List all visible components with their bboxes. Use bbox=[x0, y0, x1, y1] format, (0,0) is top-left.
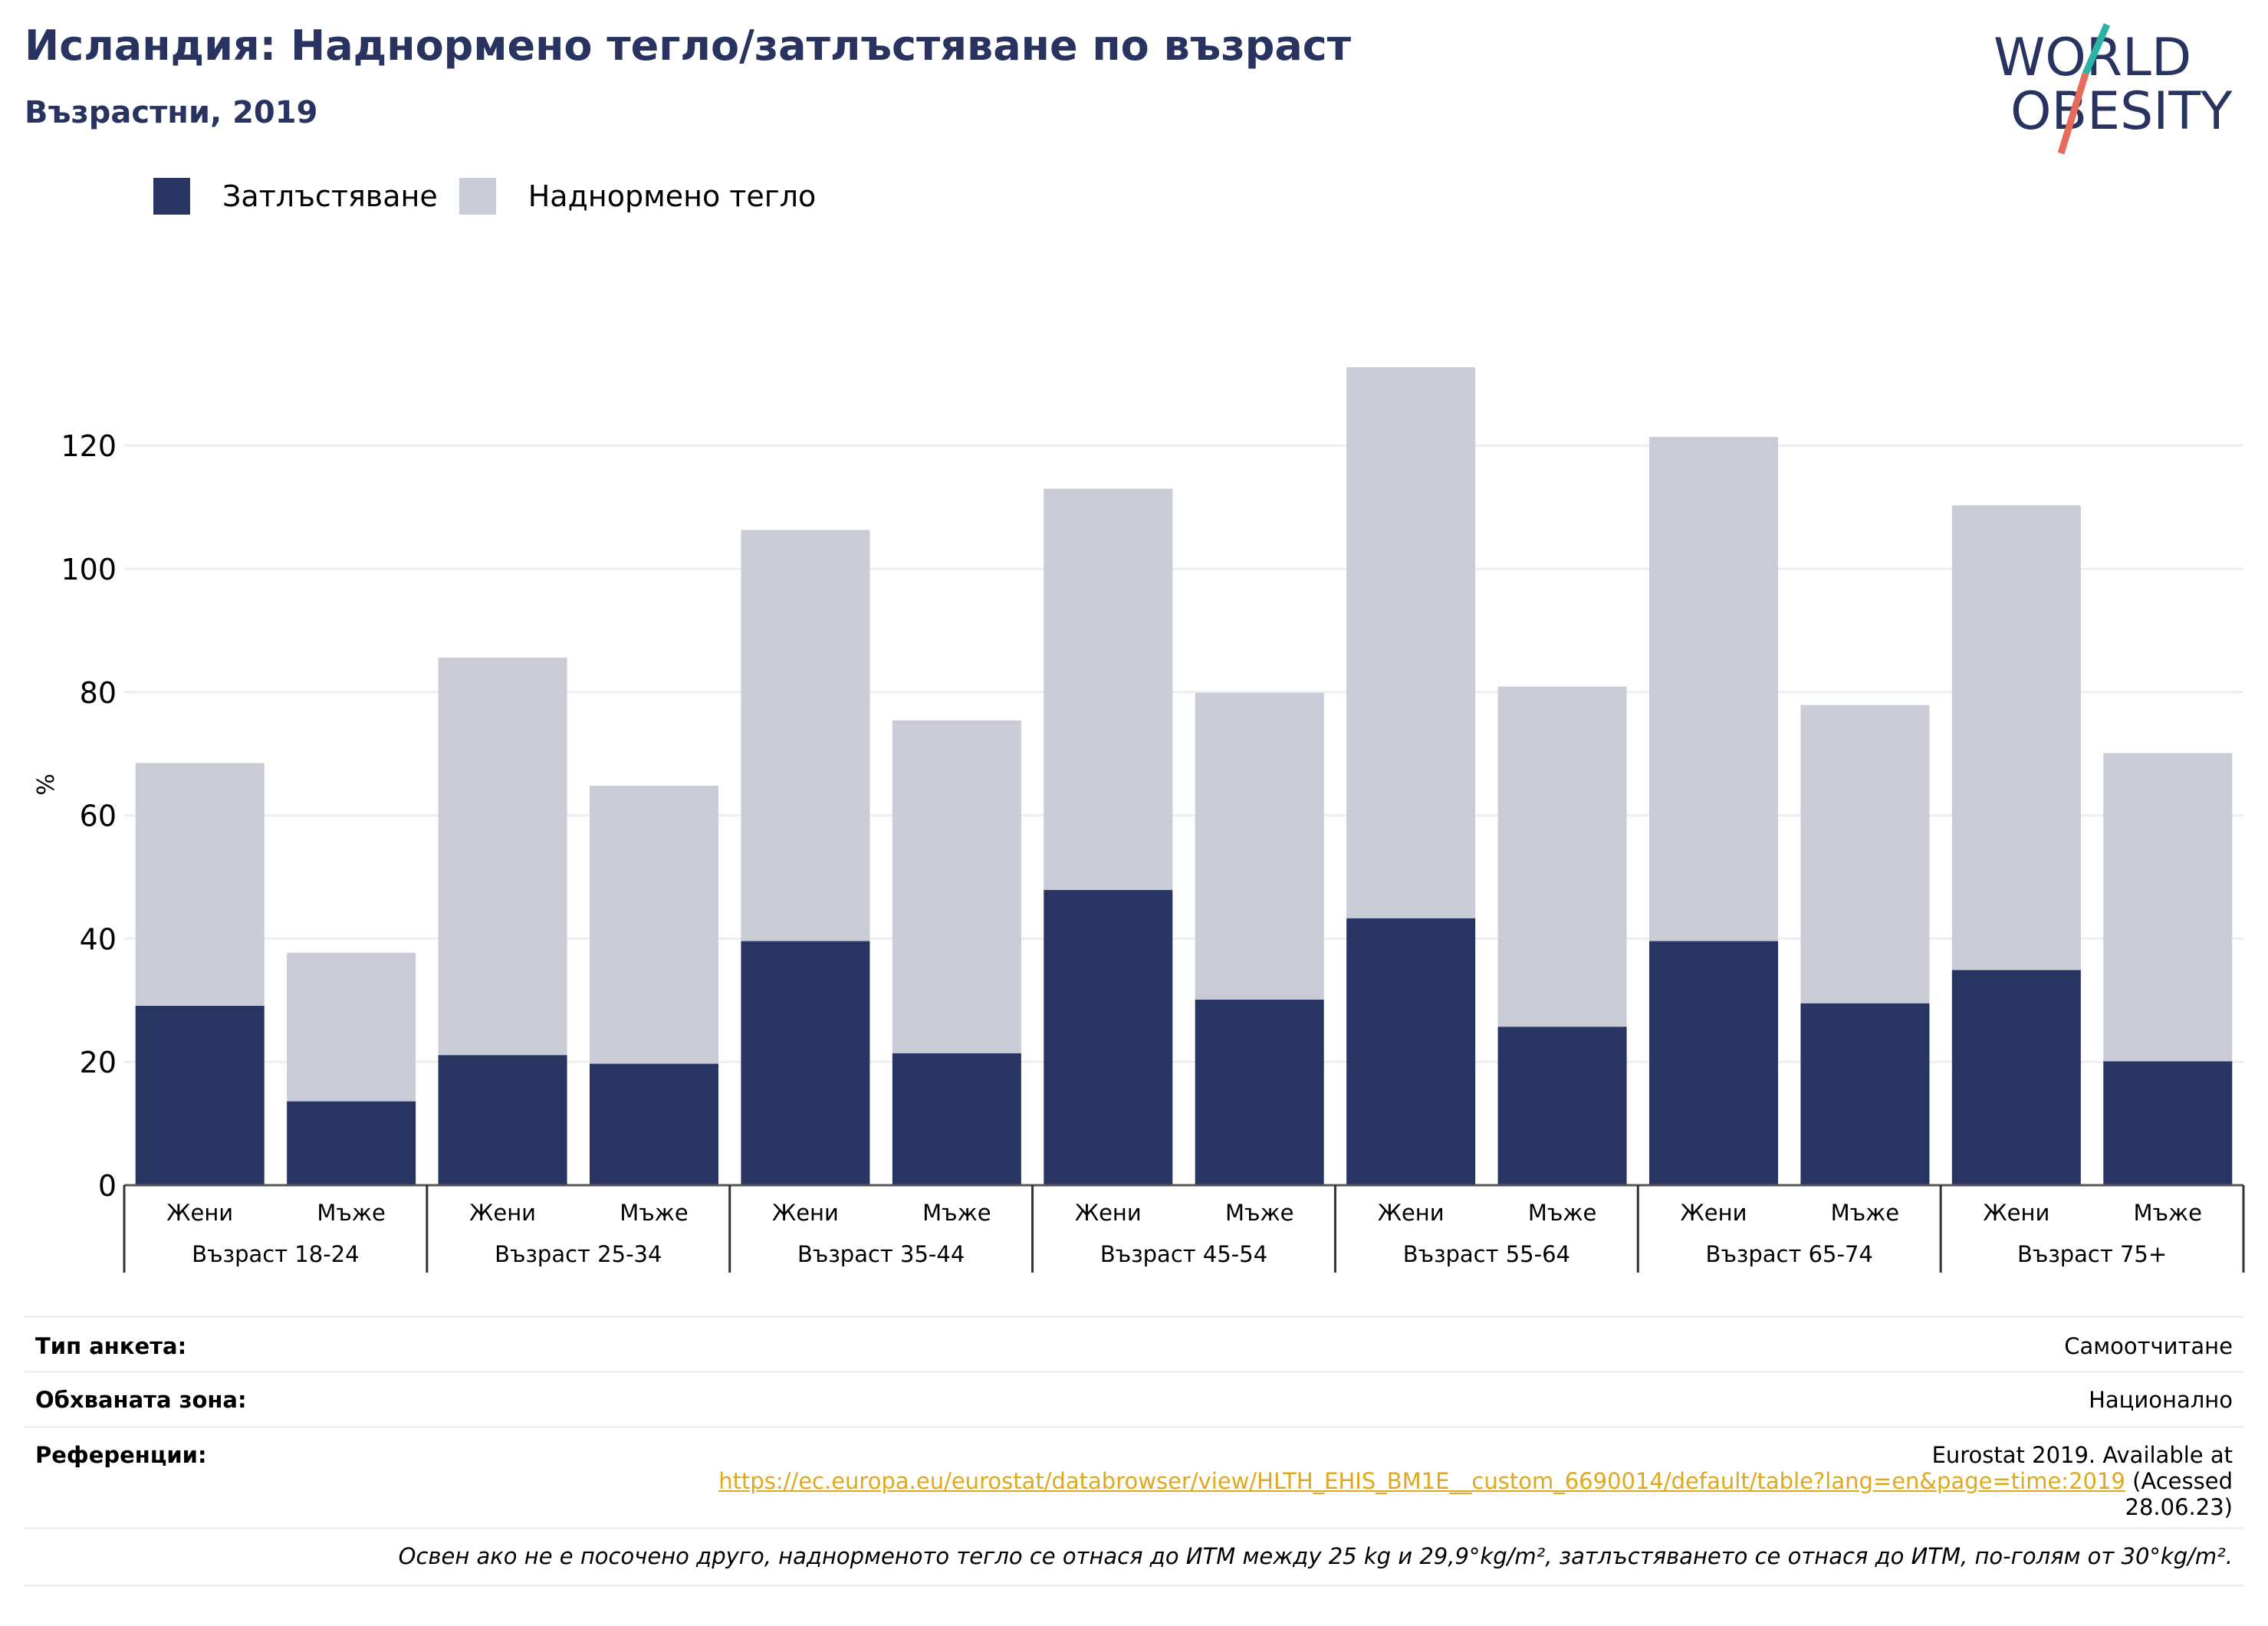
x-tick-label-sex: Мъже bbox=[922, 1200, 991, 1226]
x-group-label: Възраст 45-54 bbox=[1100, 1241, 1267, 1267]
coverage-area-value: Национално bbox=[2089, 1387, 2233, 1413]
x-tick-label-sex: Мъже bbox=[317, 1200, 385, 1226]
bar-overweight bbox=[741, 530, 870, 941]
y-tick-label: 100 bbox=[61, 553, 117, 586]
bar-obesity bbox=[741, 941, 870, 1185]
bar-overweight bbox=[892, 720, 1021, 1053]
bar-overweight bbox=[1800, 705, 1930, 1004]
legend-swatch-obesity bbox=[153, 178, 190, 215]
logo-text-obesity: OBESITY bbox=[2010, 81, 2233, 142]
bar-overweight bbox=[2103, 753, 2233, 1062]
bar-obesity bbox=[1649, 941, 1778, 1185]
chart-title: Исландия: Наднормено тегло/затлъстяване … bbox=[25, 21, 1352, 70]
info-table: Тип анкета: Самоотчитане Обхваната зона:… bbox=[25, 1316, 2243, 1592]
references-line-3: 28.06.23) bbox=[2125, 1494, 2233, 1520]
bmi-definition-note: Освен ако не е посочено друго, наднормен… bbox=[398, 1543, 2233, 1569]
bar-obesity bbox=[287, 1101, 416, 1185]
references-value: Eurostat 2019. Available at https://ec.e… bbox=[718, 1442, 2233, 1520]
bar-obesity bbox=[2103, 1061, 2233, 1185]
x-group-label: Възраст 65-74 bbox=[1706, 1241, 1873, 1267]
legend-label-obesity: Затлъстяване bbox=[222, 179, 438, 213]
x-tick-label-sex: Жени bbox=[1075, 1200, 1142, 1226]
y-tick-label: 20 bbox=[80, 1046, 117, 1079]
x-group-label: Възраст 35-44 bbox=[797, 1241, 965, 1267]
bar-overweight bbox=[438, 657, 567, 1056]
info-row-area: Обхваната зона: Национално bbox=[25, 1371, 2243, 1427]
survey-type-label: Тип анкета: bbox=[35, 1333, 187, 1359]
y-tick-label: 0 bbox=[98, 1169, 117, 1203]
bar-obesity bbox=[1497, 1027, 1627, 1185]
bar-obesity bbox=[1951, 970, 2081, 1185]
references-line-1: Eurostat 2019. Available at bbox=[1931, 1442, 2233, 1468]
bar-obesity bbox=[1044, 889, 1173, 1185]
info-row-note: Освен ако не е посочено друго, наднормен… bbox=[25, 1527, 2243, 1587]
bar-overweight bbox=[1497, 686, 1627, 1027]
x-tick-label-sex: Мъже bbox=[1225, 1200, 1293, 1226]
logo-slash-coral bbox=[2057, 72, 2089, 155]
info-row-survey: Тип анкета: Самоотчитане bbox=[25, 1316, 2243, 1371]
x-tick-label-sex: Мъже bbox=[620, 1200, 688, 1226]
info-row-references: Референции: Eurostat 2019. Available at … bbox=[25, 1426, 2243, 1528]
bar-overweight bbox=[590, 786, 718, 1064]
y-tick-label: 40 bbox=[80, 922, 117, 956]
bar-obesity bbox=[438, 1055, 567, 1185]
x-group-label: Възраст 25-34 bbox=[495, 1241, 662, 1267]
x-tick-label-sex: Жени bbox=[1681, 1200, 1747, 1226]
x-tick-label-sex: Мъже bbox=[2134, 1200, 2202, 1226]
legend-label-overweight: Наднормено тегло bbox=[528, 179, 817, 213]
bar-overweight bbox=[135, 763, 265, 1007]
bar-overweight bbox=[1951, 505, 2081, 971]
x-group-label: Възраст 55-64 bbox=[1403, 1241, 1570, 1267]
x-group-label: Възраст 75+ bbox=[2017, 1241, 2167, 1267]
y-tick-label: 60 bbox=[80, 800, 117, 833]
references-link[interactable]: https://ec.europa.eu/eurostat/databrowse… bbox=[718, 1468, 2125, 1494]
references-label: Референции: bbox=[35, 1442, 207, 1468]
world-obesity-logo: WORLD OBESITY bbox=[1994, 23, 2233, 155]
bar-obesity bbox=[135, 1006, 265, 1185]
bar-obesity bbox=[892, 1053, 1021, 1185]
x-tick-label-sex: Мъже bbox=[1528, 1200, 1596, 1226]
bar-overweight bbox=[1649, 436, 1778, 941]
stacked-bar-chart: 0 20 40 60 80 100 120% Жени Мъже Жени Мъже Жени Мъже… bbox=[33, 367, 2245, 1273]
coverage-area-label: Обхваната зона: bbox=[35, 1387, 247, 1413]
legend-swatch-overweight bbox=[459, 178, 496, 215]
x-tick-label-sex: Жени bbox=[1378, 1200, 1445, 1226]
bar-obesity bbox=[1800, 1003, 1930, 1185]
y-tick-label: 120 bbox=[61, 429, 117, 463]
bar-obesity bbox=[1346, 918, 1476, 1185]
x-tick-label-sex: Мъже bbox=[1831, 1200, 1899, 1226]
bar-overweight bbox=[1044, 488, 1173, 890]
bar-overweight bbox=[1346, 367, 1476, 918]
bar-overweight bbox=[287, 952, 416, 1102]
y-axis-label: % bbox=[33, 774, 60, 796]
x-tick-label-sex: Жени bbox=[772, 1200, 839, 1226]
chart-subtitle: Възрастни, 2019 bbox=[25, 95, 318, 130]
x-group-label: Възраст 18-24 bbox=[192, 1241, 359, 1267]
bar-obesity bbox=[1195, 999, 1324, 1185]
survey-type-value: Самоотчитане bbox=[2064, 1333, 2233, 1359]
references-accessed: (Acessed bbox=[2125, 1468, 2233, 1494]
bar-overweight bbox=[1195, 692, 1324, 1000]
y-tick-label: 80 bbox=[80, 676, 117, 710]
x-tick-label-sex: Жени bbox=[166, 1200, 233, 1226]
logo-slash-teal bbox=[2082, 23, 2111, 75]
legend: Затлъстяване Наднормено тегло bbox=[153, 175, 837, 218]
bar-obesity bbox=[590, 1063, 718, 1185]
x-tick-label-sex: Жени bbox=[1983, 1200, 2049, 1226]
x-tick-label-sex: Жени bbox=[469, 1200, 536, 1226]
references-line-2: https://ec.europa.eu/eurostat/databrowse… bbox=[718, 1468, 2233, 1494]
